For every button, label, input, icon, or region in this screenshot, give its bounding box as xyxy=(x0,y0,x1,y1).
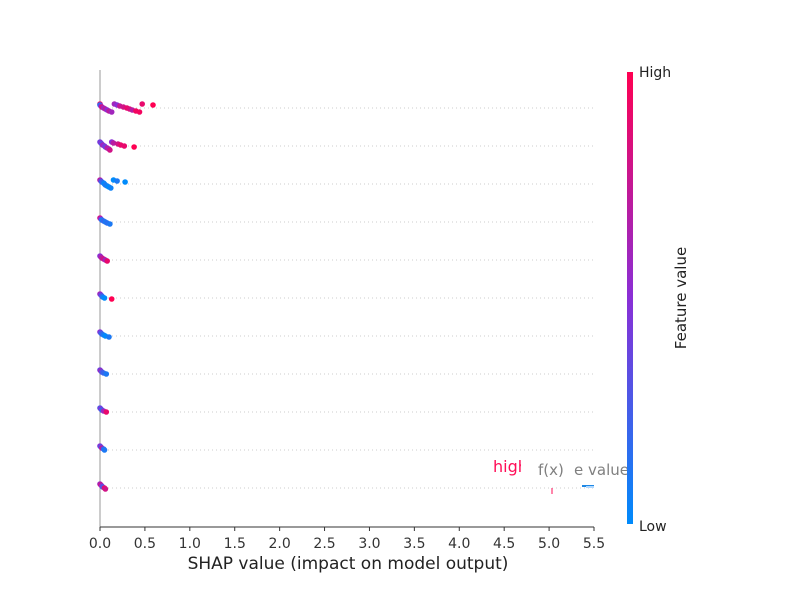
x-tick-label: 3.0 xyxy=(358,536,380,552)
shap-point xyxy=(131,144,137,150)
x-tick-label: 4.5 xyxy=(493,536,515,552)
overlay-fx-label: f(x) xyxy=(538,461,564,479)
shap-point xyxy=(107,221,113,227)
colorbar-high-label: High xyxy=(639,65,671,81)
x-tick-label: 2.0 xyxy=(269,536,291,552)
overlay-mask xyxy=(521,458,531,480)
row-gridlines xyxy=(100,107,594,489)
force-plot-overlay: high f(x) e value xyxy=(493,457,629,494)
x-tick-label: 0.0 xyxy=(89,536,111,552)
shap-point xyxy=(101,295,108,301)
x-tick-label: 5.0 xyxy=(538,536,560,552)
shap-point xyxy=(102,486,109,492)
shap-point xyxy=(150,102,156,108)
shap-point xyxy=(121,143,128,149)
colorbar xyxy=(627,72,633,524)
shap-point xyxy=(122,179,128,185)
shap-point xyxy=(136,109,143,115)
overlay-high-label: high xyxy=(493,457,528,476)
x-axis-label: SHAP value (impact on model output) xyxy=(188,554,509,574)
x-tick-label: 0.5 xyxy=(134,536,156,552)
x-tick-label: 2.5 xyxy=(313,536,335,552)
shap-point xyxy=(101,447,108,453)
shap-point xyxy=(103,371,110,377)
shap-point xyxy=(110,140,117,146)
shap-point xyxy=(103,409,110,415)
shap-point xyxy=(108,296,115,302)
x-tick-label: 1.0 xyxy=(179,536,201,552)
shap-point xyxy=(106,334,112,340)
shap-point xyxy=(108,109,115,115)
shap-point xyxy=(139,101,145,107)
x-tick-label: 1.5 xyxy=(224,536,246,552)
shap-points xyxy=(97,101,156,492)
shap-point xyxy=(114,178,120,184)
colorbar-title: Feature value xyxy=(672,247,690,349)
shap-point xyxy=(107,147,113,153)
overlay-base-value-label: e value xyxy=(574,461,629,479)
shap-point xyxy=(104,258,110,264)
x-ticks: 0.0 0.5 1.0 1.5 2.0 2.5 3.0 3.5 4.0 4.5 5.0 5.5 xyxy=(89,527,605,552)
x-tick-label: 3.5 xyxy=(403,536,425,552)
colorbar-low-label: Low xyxy=(639,519,667,535)
shap-point xyxy=(108,185,114,191)
x-tick-label: 5.5 xyxy=(583,536,605,552)
x-tick-label: 4.0 xyxy=(448,536,470,552)
